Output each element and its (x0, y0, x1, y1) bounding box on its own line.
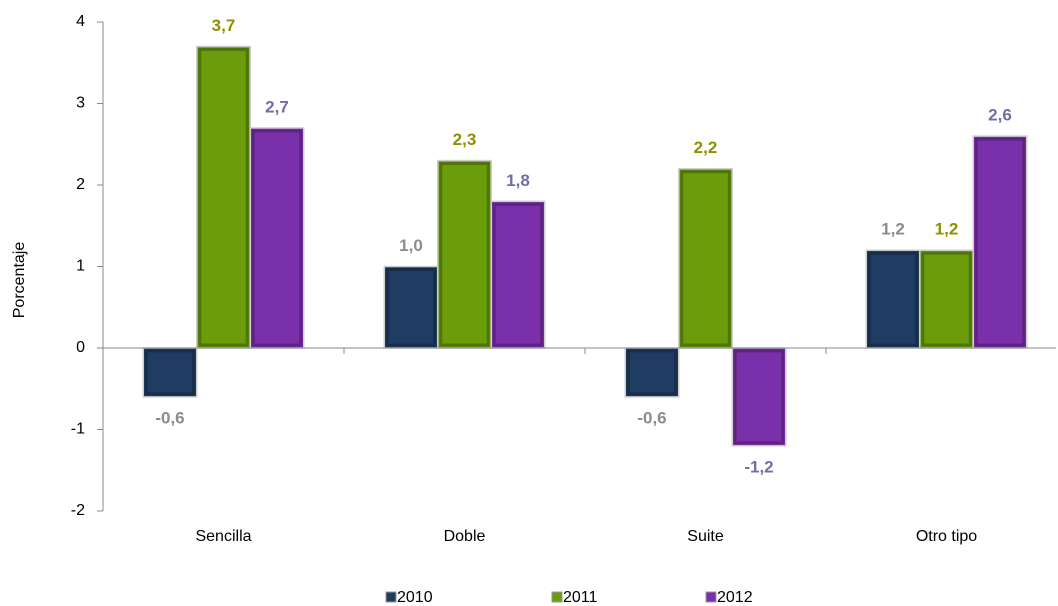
legend-swatch (705, 591, 717, 603)
legend-label: 2011 (563, 589, 598, 606)
y-tick-label: 1 (76, 258, 85, 275)
bar (731, 347, 787, 447)
bar (972, 135, 1028, 349)
bar (624, 347, 680, 398)
bar-bevel (626, 349, 678, 396)
bar-bevel (492, 202, 544, 347)
value-label: -1,2 (744, 457, 773, 476)
legend-label: 2012 (717, 589, 753, 606)
x-tick-label: Doble (444, 528, 486, 545)
y-tick-label: 3 (76, 95, 85, 112)
bar (437, 159, 492, 349)
value-label: 1,0 (399, 236, 423, 255)
value-label: 1,2 (881, 220, 905, 239)
bar (142, 347, 198, 398)
value-label: 1,2 (935, 220, 959, 239)
bar-bevel (144, 349, 196, 396)
y-tick-label: 0 (76, 339, 85, 356)
x-tick-label: Sencilla (195, 528, 251, 545)
y-tick-label: 4 (76, 13, 85, 30)
bar (865, 249, 921, 349)
value-label: -0,6 (637, 408, 666, 427)
x-tick-label: Otro tipo (916, 528, 977, 545)
y-tick-label: 2 (76, 176, 85, 193)
y-axis-title: Porcentaje (11, 242, 28, 319)
bar-bevel (974, 137, 1026, 347)
legend-swatch (385, 591, 397, 603)
legend-swatch (551, 591, 563, 603)
legend-label: 2010 (397, 589, 433, 606)
bar-bevel (385, 268, 437, 347)
value-label: 2,3 (453, 130, 477, 149)
bar (490, 200, 546, 349)
value-label: 1,8 (506, 171, 530, 190)
bar-bevel (251, 129, 303, 347)
value-label: 2,2 (694, 138, 718, 157)
y-tick-label: -1 (71, 421, 85, 438)
bar-bevel (680, 170, 731, 347)
bar-bevel (439, 162, 490, 347)
bar (383, 265, 439, 349)
y-tick-label: -2 (71, 502, 85, 519)
value-label: 2,7 (265, 97, 289, 116)
bar (196, 45, 251, 349)
bar (249, 127, 305, 349)
bar-bevel (733, 349, 785, 445)
bar-bevel (198, 47, 249, 347)
x-tick-label: Suite (687, 528, 724, 545)
bar (919, 249, 974, 349)
value-label: 3,7 (212, 16, 236, 35)
bar (678, 167, 733, 349)
bar-bevel (867, 251, 919, 347)
bar-bevel (921, 251, 972, 347)
value-label: 2,6 (988, 106, 1012, 125)
value-label: -0,6 (155, 408, 184, 427)
